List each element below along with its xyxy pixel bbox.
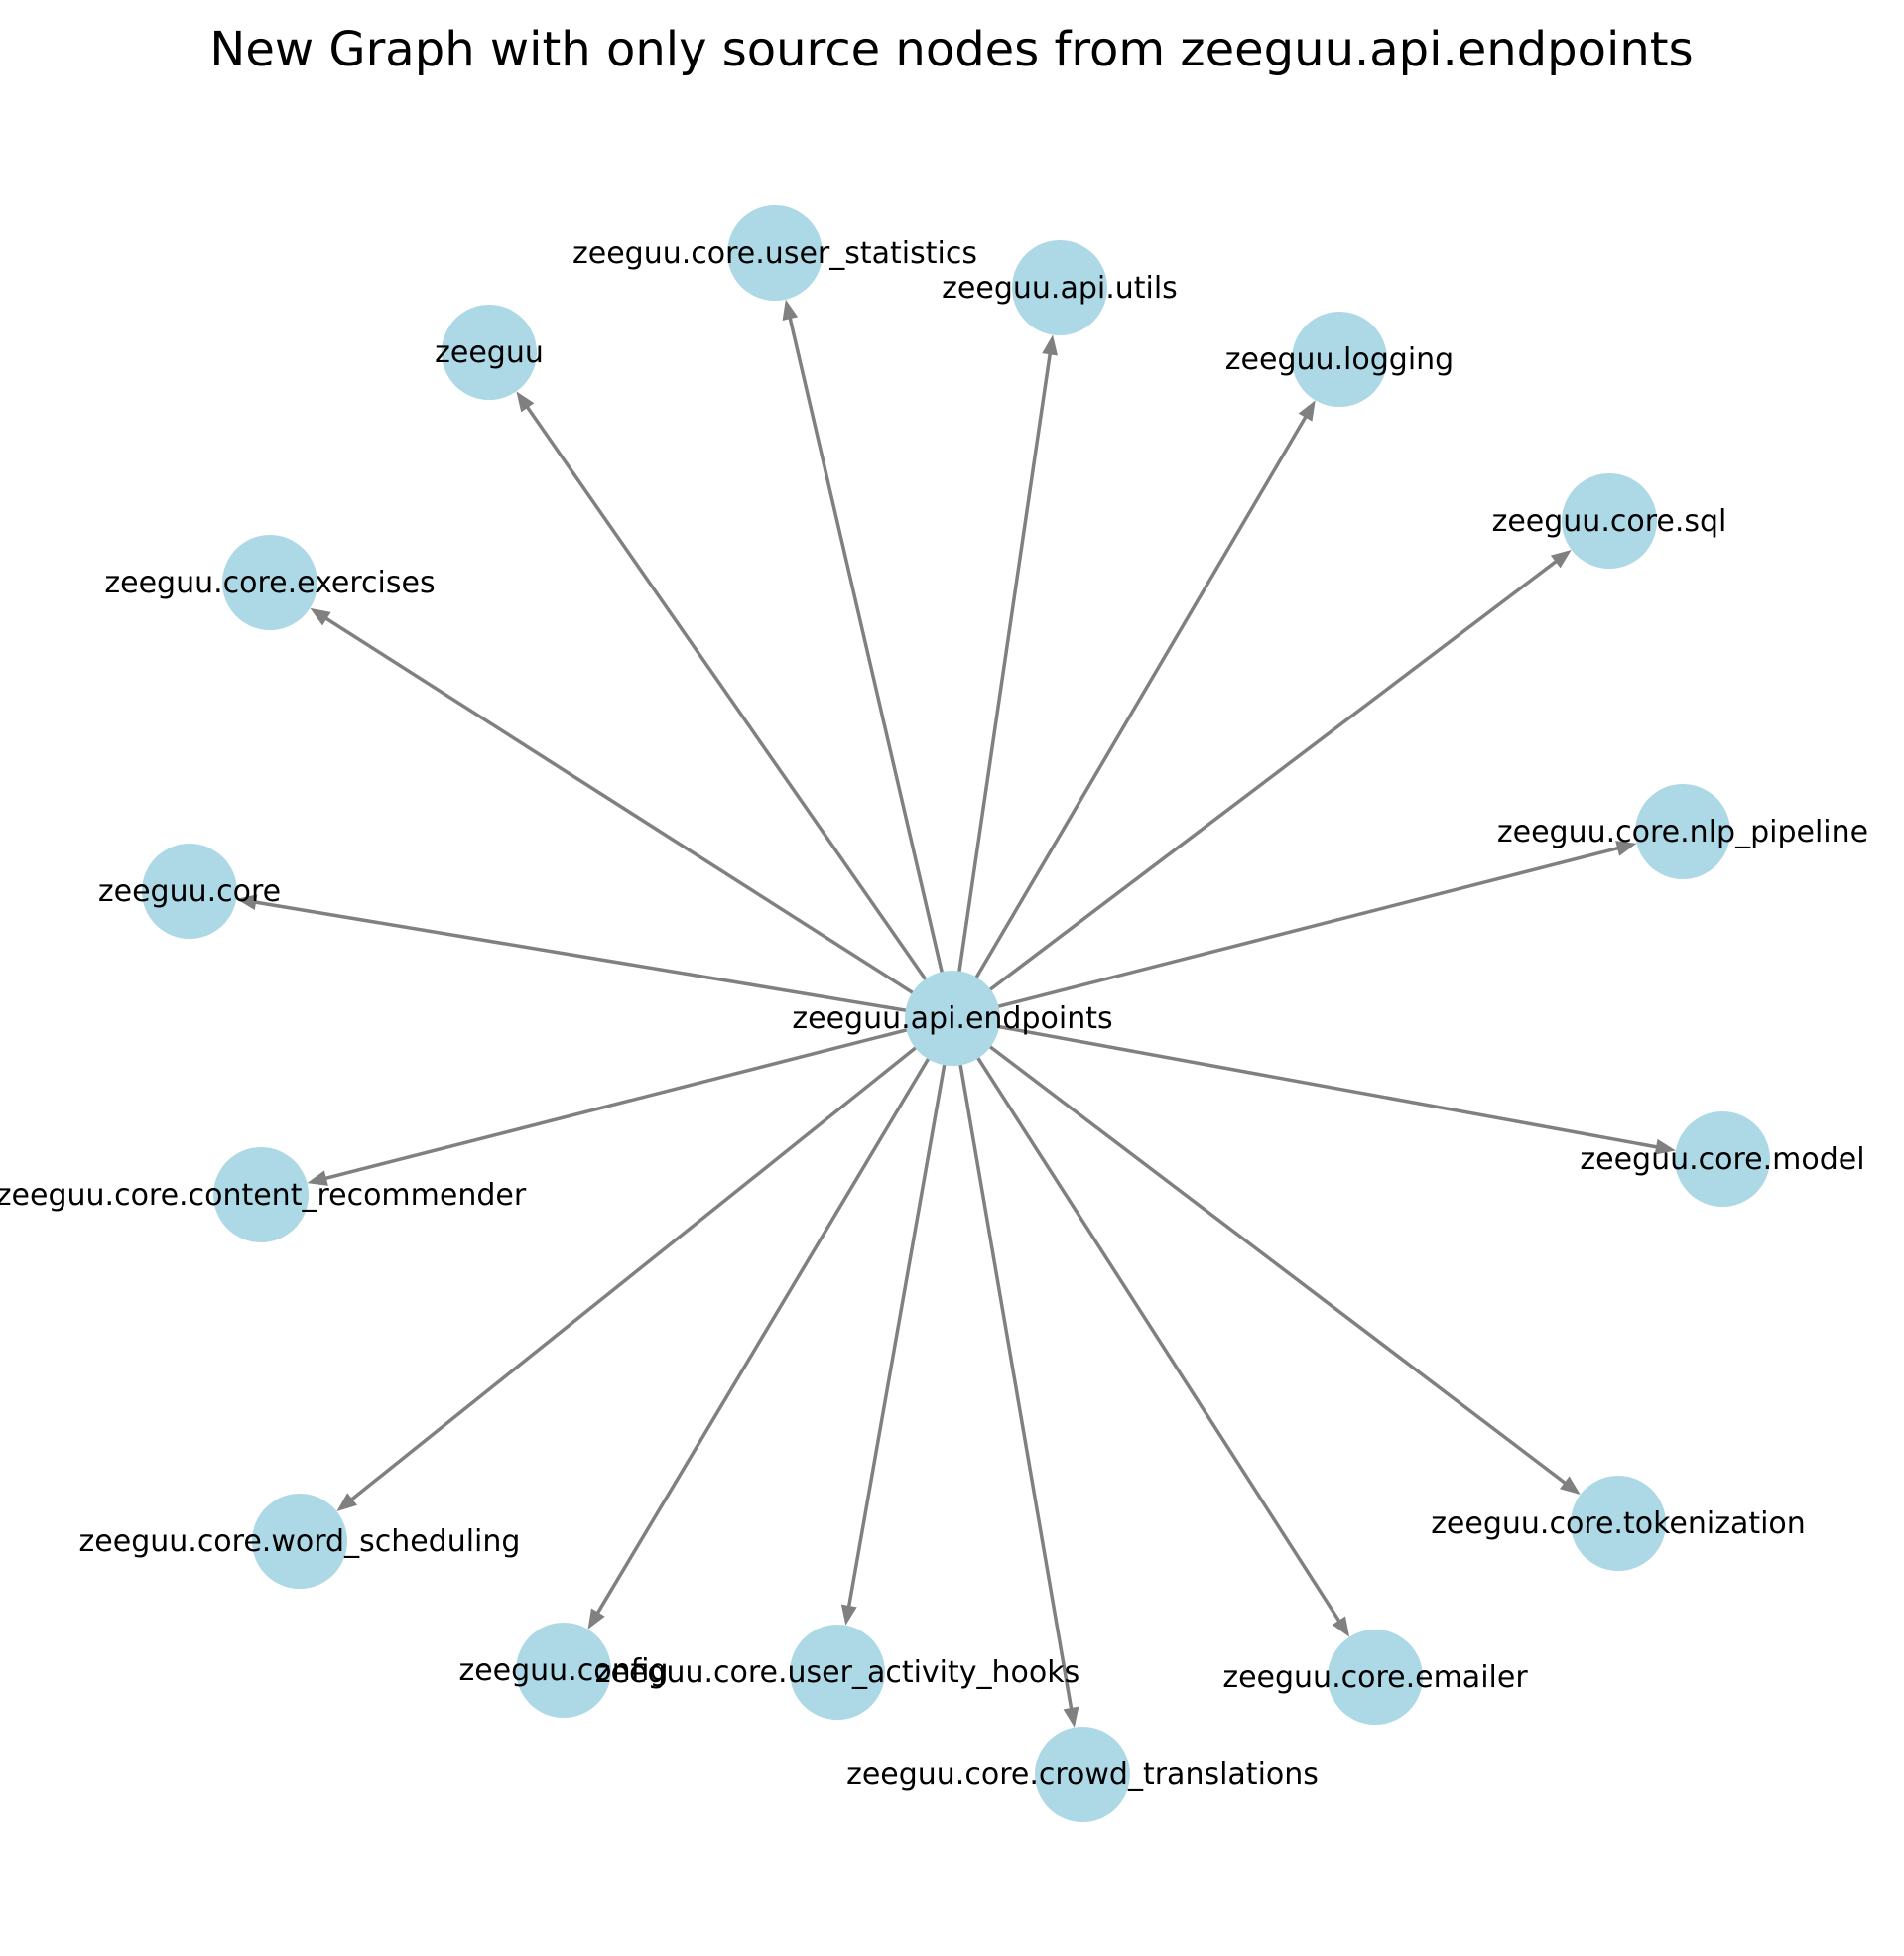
edge-zeeguu-core-sql	[951, 549, 1572, 1020]
node-label-zeeguu-core-word-scheduling: zeeguu.core.word_scheduling	[79, 1524, 521, 1559]
arrowhead	[336, 1493, 358, 1511]
node-zeeguu-core-nlp-pipeline	[1635, 784, 1730, 879]
edge-line	[595, 1017, 954, 1616]
node-label-zeeguu-core-sql: zeeguu.core.sql	[1492, 504, 1727, 539]
node-label-zeeguu-core-user-statistics: zeeguu.core.user_statistics	[572, 236, 977, 271]
node-zeeguu-core-crowd-translations	[1035, 1727, 1130, 1822]
node-label-zeeguu-config: zeeguu.config	[458, 1653, 668, 1688]
edge-zeeguu-core-model	[952, 1016, 1676, 1155]
graph-layer: zeeguu.api.endpoints zeeguu.core.user_sta…	[0, 205, 1868, 1822]
edge-zeeguu-core-nlp-pipeline	[952, 841, 1637, 1020]
edge-zeeguu-core-user-statistics	[782, 299, 954, 1019]
edge-zeeguu-api-utils	[951, 334, 1059, 1019]
node-zeeguu-core-content-recommender	[213, 1147, 309, 1242]
node-zeeguu	[442, 305, 537, 400]
edge-line	[951, 415, 1309, 1019]
arrowhead	[516, 391, 535, 413]
arrowhead	[307, 1170, 328, 1186]
node-label-zeeguu-core-exercises: zeeguu.core.exercises	[104, 566, 435, 600]
node-zeeguu-core-exercises	[222, 535, 317, 630]
arrowhead	[1654, 1138, 1676, 1155]
node-zeeguu-core-user-statistics	[727, 205, 823, 301]
edge-line	[951, 559, 1559, 1020]
arrowhead	[1332, 1616, 1350, 1637]
arrowhead	[1298, 400, 1316, 422]
node-zeeguu-config	[516, 1623, 611, 1718]
edge-zeeguu-core-crowd-translations	[951, 1017, 1079, 1728]
arrowhead	[1550, 549, 1572, 569]
node-zeeguu-api-endpoints	[905, 971, 1000, 1066]
arrowhead	[782, 299, 799, 322]
edge-zeeguu-core	[236, 894, 953, 1020]
edge-line	[253, 900, 953, 1020]
node-label-zeeguu-core-tokenization: zeeguu.core.tokenization	[1431, 1506, 1806, 1541]
node-label-zeeguu-core-emailer: zeeguu.core.emailer	[1222, 1660, 1528, 1695]
arrowhead	[310, 607, 331, 626]
arrowhead	[1042, 334, 1059, 356]
node-label-zeeguu: zeeguu	[435, 335, 544, 370]
edge-zeeguu	[516, 391, 954, 1019]
edge-line	[349, 1016, 954, 1502]
node-zeeguu-core	[142, 844, 237, 939]
edge-line	[323, 616, 953, 1020]
node-label-zeeguu-core: zeeguu.core	[98, 874, 281, 909]
node-zeeguu-logging	[1292, 312, 1387, 407]
node-label-zeeguu-core-model: zeeguu.core.model	[1580, 1142, 1864, 1177]
edge-zeeguu-core-exercises	[310, 607, 953, 1020]
node-label-zeeguu-core-crowd-translations: zeeguu.core.crowd_translations	[846, 1758, 1319, 1792]
edge-line	[846, 1017, 954, 1609]
node-zeeguu-core-word-scheduling	[252, 1494, 347, 1589]
node-label-zeeguu-core-user-activity-hooks: zeeguu.core.user_activity_hooks	[595, 1655, 1080, 1690]
node-zeeguu-core-model	[1675, 1111, 1770, 1207]
chart-title: New Graph with only source nodes from ze…	[209, 22, 1693, 77]
arrowhead	[1559, 1476, 1581, 1495]
node-zeeguu-core-emailer	[1328, 1630, 1423, 1725]
arrowhead	[236, 894, 258, 911]
edge-zeeguu-core-user-activity-hooks	[840, 1017, 954, 1626]
edge-line	[951, 1017, 1341, 1624]
labels-group: zeeguu.api.endpoints zeeguu.core.user_sta…	[0, 236, 1868, 1792]
edge-line	[525, 405, 954, 1019]
node-label-zeeguu-core-content-recommender: zeeguu.core.content_recommender	[0, 1178, 527, 1213]
edge-line	[952, 1016, 1659, 1149]
node-label-zeeguu-api-endpoints: zeeguu.api.endpoints	[792, 1001, 1112, 1036]
edge-zeeguu-core-content-recommender	[307, 1016, 953, 1186]
arrowhead	[587, 1608, 605, 1630]
edge-line	[323, 1016, 953, 1181]
node-zeeguu-api-utils	[1012, 240, 1107, 335]
edge-zeeguu-core-tokenization	[951, 1016, 1581, 1495]
edge-line	[951, 352, 1053, 1019]
node-zeeguu-core-sql	[1562, 473, 1657, 569]
edge-line	[788, 316, 954, 1019]
edge-line	[951, 1016, 1568, 1486]
edge-line	[952, 846, 1620, 1020]
edge-zeeguu-core-emailer	[951, 1017, 1350, 1637]
node-label-zeeguu-logging: zeeguu.logging	[1225, 342, 1454, 377]
edge-zeeguu-core-word-scheduling	[336, 1016, 954, 1511]
node-label-zeeguu-api-utils: zeeguu.api.utils	[942, 271, 1178, 306]
arrowhead	[1063, 1706, 1079, 1728]
node-zeeguu-core-tokenization	[1571, 1476, 1666, 1571]
edges-group	[236, 299, 1676, 1728]
edge-line	[951, 1017, 1074, 1711]
edge-zeeguu-logging	[951, 400, 1316, 1019]
node-label-zeeguu-core-nlp-pipeline: zeeguu.core.nlp_pipeline	[1497, 815, 1868, 849]
nodes-group	[142, 205, 1770, 1822]
edge-zeeguu-config	[587, 1017, 954, 1630]
node-zeeguu-core-user-activity-hooks	[790, 1625, 885, 1720]
arrowhead	[1615, 841, 1637, 856]
arrowhead	[840, 1604, 857, 1626]
